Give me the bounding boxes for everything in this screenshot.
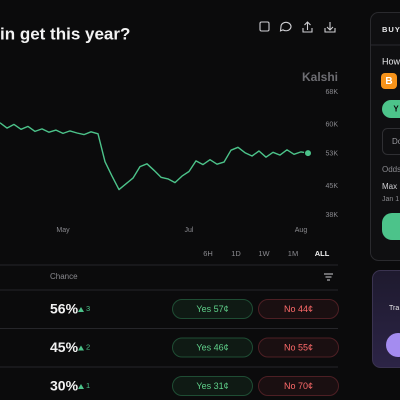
x-tick-label: Jul xyxy=(185,227,194,234)
yes-pill-label[interactable]: Y xyxy=(393,105,399,114)
table-header: Chance xyxy=(50,272,78,281)
date-label: Jan 1 xyxy=(382,196,399,203)
page-title: in get this year? xyxy=(0,24,130,43)
yes-button[interactable] xyxy=(172,376,253,396)
odds-label: Odds xyxy=(382,165,400,174)
amount-input-text[interactable]: Do xyxy=(392,137,400,146)
watermark: Kalshi xyxy=(302,70,338,84)
coin-icon-bg xyxy=(381,73,397,89)
chance: 45% xyxy=(50,339,79,355)
range-selector: 6H 1D 1W 1M ALL xyxy=(203,249,329,258)
promo-text: Tra xyxy=(389,305,399,312)
range-button[interactable]: 1M xyxy=(288,249,298,258)
x-tick-label: Aug xyxy=(295,227,308,234)
range-button[interactable]: ALL xyxy=(315,249,330,258)
comment-icon[interactable] xyxy=(279,21,292,32)
y-tick-label: 53K xyxy=(326,150,339,157)
y-tick-label: 38K xyxy=(326,212,339,219)
x-tick-label: May xyxy=(56,227,70,234)
no-button-label[interactable]: No 44¢ xyxy=(284,304,313,314)
chance: 56% xyxy=(50,301,79,317)
yes-button[interactable] xyxy=(172,299,253,319)
up-arrow xyxy=(78,307,84,312)
change: 3 xyxy=(86,304,90,313)
range-button[interactable]: 1W xyxy=(258,249,270,258)
submit-button[interactable] xyxy=(382,213,400,240)
up-arrow xyxy=(78,345,84,351)
yes-button-label[interactable]: Yes 46¢ xyxy=(196,342,228,352)
change: 1 xyxy=(86,381,90,390)
up-arrow xyxy=(78,384,84,389)
question: How xyxy=(382,56,400,66)
no-button-label[interactable]: No 55¢ xyxy=(284,342,313,352)
range-button[interactable]: 1D xyxy=(231,249,241,258)
no-button[interactable] xyxy=(258,376,339,396)
sort-icon[interactable] xyxy=(324,273,333,281)
buy-tab[interactable]: BUY xyxy=(382,25,400,34)
y-tick-label: 60K xyxy=(326,122,339,129)
share-icon[interactable] xyxy=(302,21,313,33)
yes-pill[interactable] xyxy=(382,100,400,118)
no-button[interactable] xyxy=(258,299,339,319)
coin-icon: B xyxy=(385,76,392,87)
outcome-table: 56% 3 Yes 57¢ No 44¢ 45% 2 Yes 46¢ No 55¢ 30% 1 Ye… xyxy=(0,289,339,396)
amount-input[interactable] xyxy=(382,128,400,155)
chart: 68K 60K 53K 45K 38K May Jul Aug xyxy=(0,89,338,234)
no-button[interactable] xyxy=(258,337,339,358)
last-point xyxy=(304,149,312,158)
chance: 30% xyxy=(50,378,79,394)
no-button-label[interactable]: No 70¢ xyxy=(284,381,313,391)
y-tick-label: 68K xyxy=(326,89,339,96)
max-label: Max xyxy=(382,182,397,191)
yes-button-label[interactable]: Yes 57¢ xyxy=(196,304,228,314)
download-icon[interactable] xyxy=(324,22,336,33)
yes-button-label[interactable]: Yes 31¢ xyxy=(196,381,228,391)
y-tick-label: 45K xyxy=(326,183,339,190)
calendar-icon[interactable] xyxy=(259,21,270,32)
change: 2 xyxy=(86,342,90,351)
range-button[interactable]: 6H xyxy=(203,249,213,258)
yes-button[interactable] xyxy=(172,337,253,358)
promo-button[interactable] xyxy=(386,333,400,357)
price-line xyxy=(0,122,309,191)
